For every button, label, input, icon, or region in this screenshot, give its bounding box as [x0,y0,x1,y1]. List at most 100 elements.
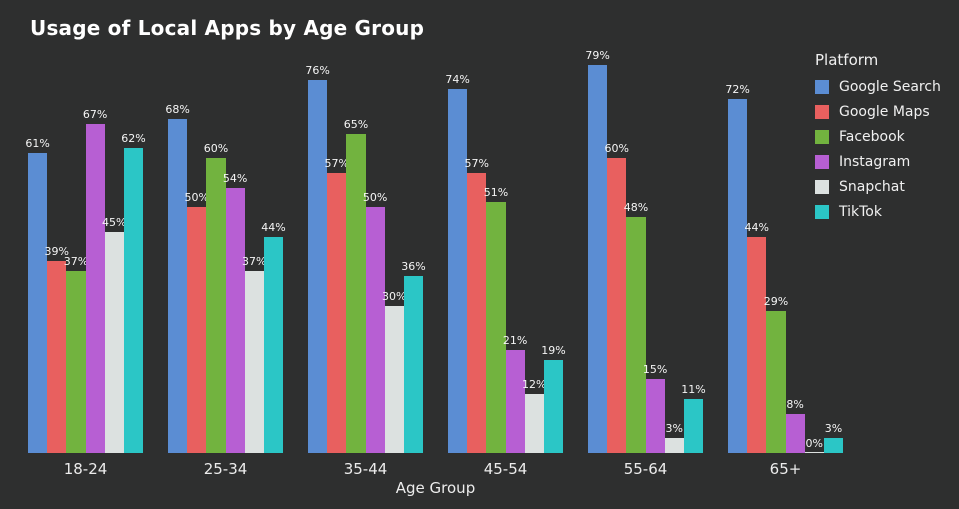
bar-value-label: 61% [25,137,50,151]
bar-value-label: 0% [805,437,823,450]
bar-google-search [588,64,608,453]
legend-items: Google Search Google Maps Facebook Instagra… [815,79,955,220]
bar-value-label: 76% [305,63,330,77]
bars-row: 76% 57% 65% 50% 30% 36% [305,60,426,453]
bar-value-label: 19% [541,343,566,357]
bar-snapchat [104,231,124,453]
bar-instagram [505,349,525,453]
bar-slot: 3% [823,60,844,453]
legend-swatch-icon [815,105,829,119]
bar-slot: 12% [522,60,547,453]
bar-tiktok [263,236,284,453]
bar-facebook [626,217,646,453]
x-axis-title: Age Group [395,479,476,497]
bar-slot: 44% [261,60,286,453]
legend-item-facebook: Facebook [815,129,955,145]
bar-slot: 61% [25,60,50,453]
bar-value-label: 30% [382,289,407,303]
bar-value-label: 50% [362,191,388,205]
bar-value-label: 37% [242,255,267,269]
x-tick-label: 25-34 [203,460,248,478]
bar-slot: 29% [763,60,789,453]
bar-slot: 57% [325,60,349,453]
legend: Platform Google Search Google Maps Faceboo… [815,51,955,229]
bars-row: 68% 50% 60% 54% 37% 44% [165,60,286,453]
legend-label: Facebook [839,129,905,145]
bar-slot: 37% [242,60,267,453]
legend-swatch-icon [815,205,829,219]
legend-title: Platform [815,51,879,69]
bar-facebook [66,271,86,453]
bar-value-label: 67% [82,107,108,121]
bar-value-label: 11% [681,382,706,396]
legend-swatch-icon [815,80,829,94]
bar-value-label: 29% [763,294,789,308]
bar-facebook [206,158,226,453]
bar-tiktok [823,438,844,453]
bar-value-label: 15% [642,363,668,377]
bar-value-label: 74% [445,73,470,87]
bar-snapchat [804,452,824,453]
bar-google-search [28,153,48,453]
bar-slot: 68% [165,60,190,453]
bar-snapchat [524,394,544,453]
bar-slot: 57% [465,60,489,453]
bar-tiktok [683,398,704,453]
bar-google-search [308,79,328,453]
bar-snapchat [244,271,264,453]
legend-label: Google Search [839,79,941,95]
bar-slot: 8% [785,60,805,453]
legend-label: Instagram [839,154,911,170]
bar-slot: 72% [725,60,750,453]
bar-group-18-24: 61% 39% 37% 67% 45% 62% 18-24 [25,60,145,478]
legend-swatch-icon [815,155,829,169]
bar-slot: 36% [401,60,426,453]
bar-slot: 54% [222,60,248,453]
bar-slot: 50% [185,60,209,453]
bar-value-label: 12% [522,378,547,392]
bar-value-label: 60% [203,142,229,156]
legend-swatch-icon [815,130,829,144]
bar-slot: 11% [681,60,706,453]
bar-slot: 79% [585,49,610,453]
x-tick-label: 65+ [769,460,802,478]
legend-label: Snapchat [839,179,905,195]
legend-item-google-search: Google Search [815,79,955,95]
bar-value-label: 21% [502,333,528,347]
bar-group-35-44: 76% 57% 65% 50% 30% 36% 35-44 [305,60,426,478]
bar-value-label: 39% [44,245,69,259]
bar-google-maps [187,207,207,453]
legend-item-google-maps: Google Maps [815,104,955,120]
bar-slot: 15% [642,60,668,453]
bar-tiktok [403,276,424,453]
bar-slot: 48% [624,60,648,453]
x-tick-label: 35-44 [343,460,388,478]
bar-value-label: 44% [744,220,769,234]
bar-facebook [766,310,786,453]
x-tick-label: 55-64 [623,460,668,478]
bar-google-maps [467,173,487,453]
bars-row: 72% 44% 29% 8% 0% 3% [725,60,844,453]
bar-facebook [486,202,506,453]
bar-value-label: 72% [725,83,750,97]
x-tick-label: 18-24 [63,460,108,478]
bar-slot: 3% [664,60,684,453]
bar-value-label: 45% [102,215,127,229]
bar-value-label: 8% [786,397,804,411]
legend-swatch-icon [815,180,829,194]
bar-value-label: 54% [222,171,248,185]
bar-google-maps [747,236,767,453]
bar-slot: 50% [362,60,388,453]
bar-value-label: 68% [165,102,190,116]
bars-row: 79% 60% 48% 15% 3% 11% [585,49,706,453]
bar-slot: 76% [305,60,330,453]
bar-slot: 37% [63,60,89,453]
bar-value-label: 37% [63,255,89,269]
bar-slot: 65% [344,60,368,453]
x-tick-label: 45-54 [483,460,528,478]
bar-tiktok [123,148,144,453]
bar-snapchat [664,438,684,453]
bar-value-label: 36% [401,260,426,274]
bar-instagram [785,413,805,453]
chart-title: Usage of Local Apps by Age Group [30,16,425,40]
